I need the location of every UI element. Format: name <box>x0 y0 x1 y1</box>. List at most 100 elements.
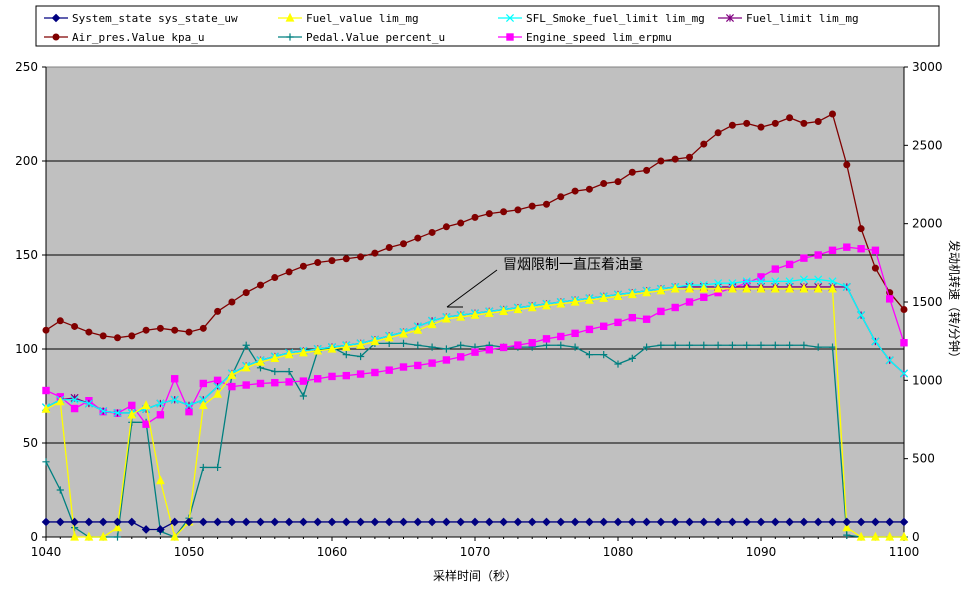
data-point <box>141 400 151 409</box>
y2-tick-label: 0 <box>912 530 920 544</box>
data-point <box>357 253 365 261</box>
data-point <box>442 356 451 364</box>
data-point <box>570 517 580 527</box>
data-point <box>842 522 852 532</box>
data-point <box>171 326 179 334</box>
data-point <box>428 228 436 236</box>
data-point <box>270 353 280 362</box>
data-point <box>127 409 137 419</box>
data-point <box>457 341 465 349</box>
legend-label: Fuel_value lim_mg <box>306 12 419 25</box>
data-point <box>814 343 822 351</box>
data-point <box>799 517 809 527</box>
data-point <box>499 306 509 315</box>
data-point <box>241 362 251 372</box>
data-point <box>170 395 179 404</box>
data-point <box>271 274 279 282</box>
data-point <box>828 343 837 351</box>
legend-item: Fuel_limit lim_mg <box>718 12 859 25</box>
data-point <box>871 337 880 346</box>
data-point <box>228 298 236 306</box>
data-point <box>657 157 665 165</box>
data-point <box>285 378 293 386</box>
data-point <box>113 408 122 417</box>
x-tick-label: 1060 <box>317 545 348 559</box>
data-point <box>341 517 351 527</box>
data-point <box>356 370 365 378</box>
data-point <box>313 517 323 527</box>
data-point <box>327 517 337 527</box>
data-point <box>742 277 751 286</box>
data-point <box>799 283 809 293</box>
data-point <box>728 279 737 288</box>
data-point <box>757 273 765 281</box>
data-point <box>299 262 307 270</box>
data-point <box>728 517 737 527</box>
data-point <box>771 277 780 286</box>
data-point <box>856 531 866 541</box>
data-point <box>370 517 380 527</box>
data-point <box>214 307 222 315</box>
data-point <box>714 129 722 137</box>
data-point <box>71 322 79 330</box>
data-point <box>628 313 636 322</box>
data-point <box>199 395 208 404</box>
data-point <box>557 341 565 349</box>
data-point <box>128 332 136 340</box>
data-point <box>242 381 250 389</box>
data-point <box>228 382 236 391</box>
data-point <box>313 345 323 355</box>
x-axis-label: 采样时间（秒） <box>433 568 517 583</box>
data-point <box>141 525 151 534</box>
data-point <box>299 377 308 385</box>
data-point <box>542 517 551 527</box>
data-point <box>900 306 908 314</box>
data-point <box>227 370 237 379</box>
data-point <box>813 283 823 293</box>
data-point <box>242 341 250 349</box>
y2-tick-label: 3000 <box>912 60 943 74</box>
x-tick-label: 1100 <box>889 545 920 559</box>
data-point <box>227 517 237 527</box>
data-point <box>585 325 594 334</box>
data-point <box>127 517 137 527</box>
data-point <box>814 251 822 259</box>
x-tick-label: 1050 <box>174 545 205 559</box>
y-tick-label: 50 <box>23 436 38 450</box>
y2-axis-label: 发动机转速（转/分钟） <box>947 240 962 364</box>
legend-swatch-marker <box>506 33 514 41</box>
data-point <box>470 517 480 527</box>
data-point <box>685 298 694 306</box>
series-4 <box>42 110 908 342</box>
data-point <box>771 119 779 127</box>
data-point <box>357 352 365 361</box>
data-point <box>642 315 651 323</box>
data-point <box>671 155 679 163</box>
data-point <box>170 531 180 541</box>
data-point <box>298 347 308 357</box>
legend-label: Fuel_limit lim_mg <box>746 12 859 25</box>
data-point <box>470 309 480 319</box>
data-point <box>628 354 636 362</box>
legend-item: System_state sys_state_uw <box>44 12 238 25</box>
data-point <box>743 119 751 127</box>
data-point <box>899 369 909 378</box>
data-point <box>843 243 851 251</box>
data-point <box>484 517 494 527</box>
data-point <box>614 360 622 368</box>
data-point <box>99 332 107 340</box>
data-point <box>85 328 93 336</box>
data-point <box>700 140 708 148</box>
data-point <box>685 341 694 349</box>
data-point <box>42 386 50 395</box>
x-tick-label: 1080 <box>603 545 634 559</box>
data-point <box>484 308 494 317</box>
data-point <box>399 363 408 371</box>
data-point <box>341 341 351 351</box>
data-point <box>627 289 637 299</box>
legend-swatch-marker <box>51 13 61 23</box>
data-point <box>56 317 64 325</box>
data-point <box>657 307 665 316</box>
data-point <box>886 295 894 303</box>
data-point <box>699 283 709 293</box>
